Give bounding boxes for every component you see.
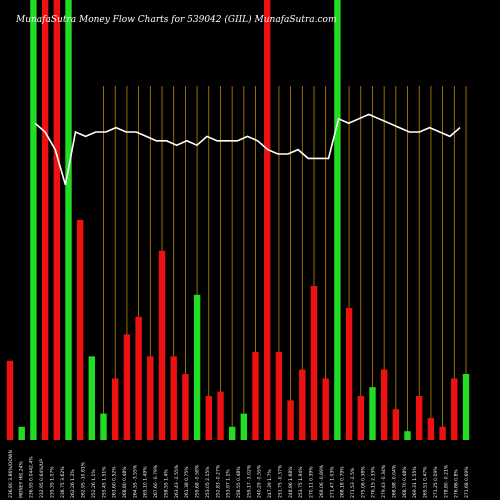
x-tick-label: 258.55 1.4% bbox=[164, 469, 170, 498]
x-tick-label: 271.47 1.03% bbox=[329, 466, 335, 498]
bar-down bbox=[41, 0, 49, 440]
x-tick-label: 271.53 -2.5% bbox=[350, 467, 356, 498]
x-tick-label: 255.45 1.51% bbox=[101, 466, 107, 498]
x-tick-label: 269.06 -0.89% bbox=[319, 464, 325, 498]
bar-down bbox=[77, 220, 84, 440]
bar-down bbox=[6, 360, 14, 440]
x-tick-label: 238.75 3.62% bbox=[60, 466, 66, 498]
bar-down bbox=[345, 308, 353, 440]
bar-up bbox=[404, 431, 411, 440]
bar-up bbox=[229, 426, 236, 440]
x-tick-label: 264.55 -3.55% bbox=[132, 464, 138, 498]
x-tick-label: 236.80 3.86%/DOWN bbox=[8, 450, 14, 498]
x-tick-label: 271.68 0.69% bbox=[464, 466, 470, 498]
x-tick-label: 259.68 -0.58% bbox=[195, 464, 201, 498]
bar-down bbox=[112, 378, 119, 440]
bar-up bbox=[18, 426, 25, 440]
x-tick-label: 268.70 0.48% bbox=[402, 466, 408, 498]
x-tick-label: 275.06 0.38% bbox=[360, 466, 366, 498]
x-tick-label: 240.29 -0.55% bbox=[257, 464, 263, 498]
bar-up bbox=[240, 413, 247, 440]
x-tick-label: 247.39 1.7% bbox=[267, 469, 273, 498]
x-tick-label: 251.75 -0.37% bbox=[278, 464, 284, 498]
x-tick-label: 253.75 1.94% bbox=[298, 466, 304, 498]
bars bbox=[6, 0, 470, 440]
x-tick-label: 253.05 2.15% bbox=[205, 466, 211, 498]
bar-down bbox=[252, 352, 259, 440]
x-tick-label: 262.26 1.2% bbox=[70, 469, 76, 498]
bar-down bbox=[392, 409, 399, 440]
bar-down bbox=[357, 396, 364, 440]
x-tick-label: 267.60 -0.79% bbox=[153, 464, 159, 498]
x-tick-label: 276.15 2.33% bbox=[371, 466, 377, 498]
x-tick-label: 252.26 1.1% bbox=[91, 469, 97, 498]
bar-up bbox=[100, 413, 107, 440]
bar-down bbox=[427, 418, 435, 440]
bar-down bbox=[170, 356, 177, 440]
bar-down bbox=[182, 374, 189, 440]
x-tick-label: 265.10 1.49% bbox=[143, 466, 149, 498]
x-tick-label: 252.83 -0.27% bbox=[215, 464, 221, 498]
bar-down bbox=[287, 400, 294, 440]
bar-down bbox=[416, 396, 423, 440]
bar-down bbox=[275, 352, 283, 440]
bar-up bbox=[88, 356, 95, 440]
bar-down bbox=[158, 250, 166, 440]
x-tick-label: 258.55 0.48% bbox=[236, 466, 242, 498]
bar-down bbox=[310, 286, 318, 440]
x-tick-label: 261.38 0.75% bbox=[184, 466, 190, 498]
money-flow-line bbox=[34, 113, 461, 186]
chart-title: MunafaSutra Money Flow Charts for 539042… bbox=[15, 14, 337, 25]
x-tick-label: 268.98 -0.04% bbox=[392, 464, 398, 498]
x-tick-label: 236.95 0.0442.4% bbox=[29, 456, 35, 498]
x-tick-label: 278.80 -0.21% bbox=[443, 464, 449, 498]
x-axis-labels: 236.80 3.86%/DOWN MONEY HI0.24% 236.95 0.0… bbox=[8, 450, 470, 498]
bar-up bbox=[65, 0, 72, 440]
x-tick-label: 268.18 0.79% bbox=[340, 466, 346, 498]
bar-up bbox=[369, 387, 376, 440]
x-tick-label: 232.95 0.64%/UP bbox=[39, 459, 45, 498]
bar-down bbox=[299, 369, 306, 440]
x-tick-label: 248.86 1.68% bbox=[288, 466, 294, 498]
bar-up bbox=[334, 0, 341, 440]
x-tick-label: 235.35 1.07% bbox=[50, 466, 56, 498]
x-tick-label: 262.95 -10.81% bbox=[81, 461, 87, 498]
bar-down bbox=[205, 396, 212, 440]
bar-down bbox=[217, 391, 224, 440]
gridlines bbox=[103, 86, 467, 440]
x-tick-label: 271.25 0.09% bbox=[433, 466, 439, 498]
x-tick-label: 253.97 1.1% bbox=[226, 469, 232, 498]
bar-down bbox=[53, 0, 60, 440]
x-tick-label: 263.60 0.52% bbox=[112, 466, 118, 498]
x-tick-label: MONEY HI0.24% bbox=[18, 460, 24, 498]
bar-down bbox=[381, 369, 388, 440]
bar-down bbox=[264, 0, 271, 440]
x-tick-label: 279.43 -0.34% bbox=[381, 464, 387, 498]
bar-down bbox=[451, 378, 458, 440]
x-tick-label: 269.51 0.47% bbox=[423, 466, 429, 498]
bar-up bbox=[462, 374, 470, 440]
bar-down bbox=[439, 426, 446, 440]
bar-down bbox=[123, 334, 131, 440]
x-tick-label: 268.80 0.48% bbox=[122, 466, 128, 498]
bar-up bbox=[193, 294, 201, 440]
x-tick-label: 270.11 0.39% bbox=[309, 466, 315, 498]
bar-down bbox=[322, 378, 329, 440]
x-tick-label: 263.43 -2.55% bbox=[174, 464, 180, 498]
bar-down bbox=[135, 316, 142, 440]
bar-up bbox=[30, 0, 37, 440]
bar-down bbox=[147, 356, 154, 440]
x-tick-label: 276.86 0.8% bbox=[454, 469, 460, 498]
x-tick-label: 259.17 -3.02% bbox=[246, 464, 252, 498]
x-tick-label: 269.31 1.55% bbox=[412, 466, 418, 498]
